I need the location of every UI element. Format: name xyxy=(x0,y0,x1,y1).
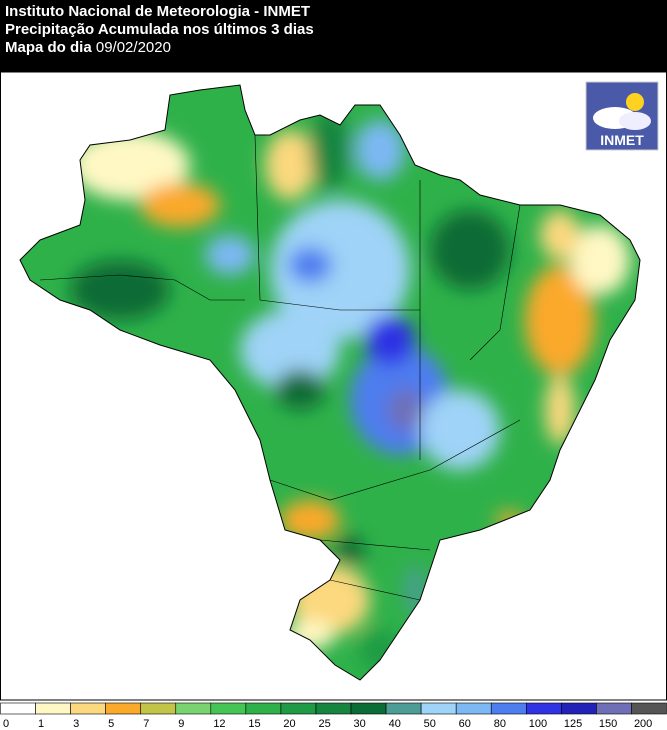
legend-swatch xyxy=(280,702,317,715)
legend-label: 125 xyxy=(564,718,582,730)
legend-label: 100 xyxy=(529,718,547,730)
legend-label: 40 xyxy=(389,718,401,730)
legend-label: 1 xyxy=(38,718,44,730)
legend-swatch xyxy=(210,702,247,715)
legend: 0 1 3 5 7 9 12 15 20 25 30 40 50 60 80 100 125 150 200 xyxy=(0,702,667,730)
date-label: Mapa do dia xyxy=(5,39,92,56)
legend-label: 3 xyxy=(73,718,79,730)
legend-label: 150 xyxy=(599,718,617,730)
legend-swatch xyxy=(140,702,177,715)
legend-label: 25 xyxy=(318,718,330,730)
state-borders xyxy=(39,134,521,601)
legend-label: 30 xyxy=(354,718,366,730)
legend-label: 0 xyxy=(3,718,9,730)
legend-swatch xyxy=(70,702,106,715)
legend-label: 5 xyxy=(108,718,114,730)
legend-swatch xyxy=(631,702,667,715)
legend-label: 9 xyxy=(178,718,184,730)
legend-swatch xyxy=(245,702,282,715)
legend-label: 12 xyxy=(213,718,225,730)
legend-swatch xyxy=(455,702,492,715)
legend-swatch xyxy=(420,702,457,715)
subtitle: Precipitação Acumulada nos últimos 3 dia… xyxy=(5,21,314,38)
legend-swatch xyxy=(35,702,71,715)
country-border xyxy=(19,84,641,681)
date: 09/02/2020 xyxy=(95,39,171,56)
legend-label: 7 xyxy=(143,718,149,730)
logo-text: INMET xyxy=(600,132,644,148)
header: Instituto Nacional de Meteorologia - INM… xyxy=(0,0,667,72)
legend-swatch xyxy=(175,702,212,715)
legend-label: 200 xyxy=(634,718,652,730)
legend-label: 60 xyxy=(459,718,471,730)
legend-label: 15 xyxy=(248,718,260,730)
logo: INMET xyxy=(585,81,659,151)
legend-swatch xyxy=(525,702,562,715)
legend-label: 80 xyxy=(494,718,506,730)
legend-swatch xyxy=(561,702,597,715)
date-line: Mapa do dia 09/02/2020 xyxy=(5,39,667,57)
legend-label: 20 xyxy=(283,718,295,730)
legend-label: 50 xyxy=(424,718,436,730)
title: Instituto Nacional de Meteorologia - INM… xyxy=(5,3,311,20)
legend-swatch xyxy=(350,702,387,715)
legend-swatch xyxy=(105,702,142,715)
legend-swatch xyxy=(385,702,422,715)
legend-swatch xyxy=(0,702,36,715)
legend-swatch xyxy=(490,702,527,715)
legend-swatch xyxy=(315,702,352,715)
legend-swatch xyxy=(596,702,632,715)
